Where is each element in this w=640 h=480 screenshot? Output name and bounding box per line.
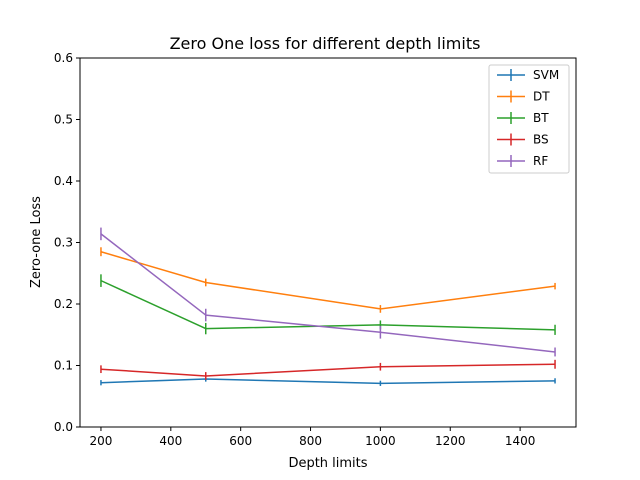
x-tick-label: 1200 xyxy=(435,434,466,448)
y-axis-label: Zero-one Loss xyxy=(29,196,44,288)
series-svm xyxy=(100,376,556,386)
y-tick-label: 0.0 xyxy=(54,420,73,434)
chart-title: Zero One loss for different depth limits xyxy=(170,34,481,53)
x-axis-label: Depth limits xyxy=(288,456,367,471)
x-tick-label: 600 xyxy=(229,434,252,448)
y-tick-label: 0.3 xyxy=(54,236,73,250)
legend-label-bt: BT xyxy=(533,111,549,125)
legend-label-bs: BS xyxy=(533,133,549,147)
series-line-rf xyxy=(100,233,556,353)
legend-item-svm: SVM xyxy=(497,68,559,82)
axis-ticks: 200 400 600 800 1000 1200 1400 0.0 0.1 0.2 0.3 0.4 0… xyxy=(54,51,535,448)
y-tick-label: 0.5 xyxy=(54,113,73,127)
x-tick-label: 400 xyxy=(159,434,182,448)
legend-box xyxy=(488,64,570,174)
x-tick-label: 1400 xyxy=(505,434,536,448)
series-line-bt xyxy=(100,279,556,331)
series-line-svm xyxy=(100,378,556,385)
legend-label-dt: DT xyxy=(533,90,550,104)
plot-area xyxy=(100,227,556,386)
legend: SVM DT BT BS RF xyxy=(488,64,570,174)
y-tick-label: 0.1 xyxy=(54,359,73,373)
x-tick-label: 1000 xyxy=(365,434,396,448)
series-bt xyxy=(100,274,556,335)
series-line-bs xyxy=(100,363,556,377)
x-tick-label: 800 xyxy=(299,434,322,448)
series-rf xyxy=(100,227,556,357)
legend-item-rf: RF xyxy=(497,154,548,168)
legend-item-dt: DT xyxy=(497,90,550,104)
series-bs xyxy=(100,359,556,380)
series-line-dt xyxy=(100,251,556,310)
y-tick-label: 0.4 xyxy=(54,174,73,188)
legend-label-rf: RF xyxy=(533,154,548,168)
y-tick-label: 0.6 xyxy=(54,51,73,65)
series-dt xyxy=(100,247,556,313)
y-tick-label: 0.2 xyxy=(54,297,73,311)
legend-item-bt: BT xyxy=(497,111,549,125)
legend-label-svm: SVM xyxy=(533,68,559,82)
legend-item-bs: BS xyxy=(497,133,549,147)
x-tick-label: 200 xyxy=(90,434,113,448)
